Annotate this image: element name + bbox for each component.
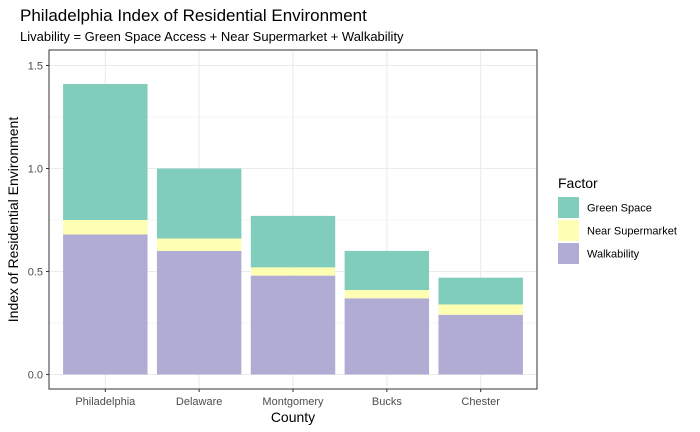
bar-segment-walkability [438,314,523,375]
bar-segment-near-supermarket [438,304,523,315]
chart-title: Philadelphia Index of Residential Enviro… [20,6,367,25]
bar-segment-green-space [63,84,148,220]
bar-segment-walkability [344,298,430,375]
legend-label: Near Supermarket [587,226,677,238]
legend-label: Green Space [587,203,652,215]
bar-segment-walkability [250,275,336,375]
bar-segment-near-supermarket [344,290,430,299]
bar-segment-green-space [250,215,336,268]
bar-segment-green-space [344,250,430,291]
y-tick-label: 1.5 [28,61,43,73]
x-tick-label: Philadelphia [75,396,136,408]
bar-segment-walkability [63,234,148,375]
bar-segment-near-supermarket [63,220,148,235]
bar-segment-green-space [438,277,523,305]
x-axis-title: County [271,409,315,425]
x-tick-label: Montgomery [262,396,324,408]
legend-title: Factor [558,175,598,191]
y-axis-title: Index of Residential Environment [5,117,21,323]
chart-subtitle: Livability = Green Space Access + Near S… [20,29,404,44]
legend-key-near-supermarket [558,220,579,241]
legend: Factor Green Space Near Supermarket Walkab… [558,175,677,264]
y-tick-label: 0.0 [28,370,43,382]
y-tick-label: 1.0 [28,164,43,176]
bar-segment-green-space [156,168,242,239]
x-axis: Philadelphia Delaware Montgomery Bucks Chest… [75,389,500,408]
bar-segment-near-supermarket [250,267,336,276]
x-tick-label: Chester [461,396,500,408]
legend-key-green-space [558,197,579,218]
bar-segment-near-supermarket [156,238,242,251]
bars-group [63,84,523,375]
legend-key-walkability [558,243,579,264]
x-tick-label: Bucks [372,396,402,408]
legend-label: Walkability [587,249,640,261]
y-tick-label: 0.5 [28,267,43,279]
x-tick-label: Delaware [176,396,222,408]
y-axis: 0.0 0.5 1.0 1.5 [28,61,49,382]
bar-segment-walkability [156,250,242,375]
